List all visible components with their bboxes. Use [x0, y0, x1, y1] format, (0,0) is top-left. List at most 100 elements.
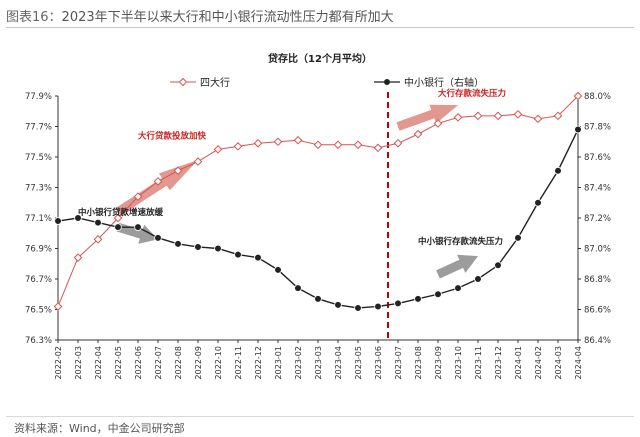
point-small-banks [494, 261, 502, 270]
x-tick-label: 2023-08 [414, 346, 423, 379]
point-small-banks [374, 302, 382, 311]
trend-arrow [396, 104, 458, 131]
text-layer: 贷存比（12个月平均） 四大行 中小银行（右轴） 大行贷款投放加快 大行存款流失压力中小… [78, 52, 506, 247]
x-tick-label: 2023-06 [374, 346, 383, 379]
point-big-banks [393, 138, 403, 148]
y-right-tick-label: 86.8% [584, 275, 611, 285]
x-tick-label: 2023-04 [334, 346, 343, 379]
figure-title-text: 2023年下半年以来大行和中小银行流动性压力都有所加大 [61, 10, 394, 25]
point-small-banks [354, 304, 362, 312]
point-small-banks [134, 223, 142, 231]
point-big-banks [213, 145, 223, 154]
trend-arrow [116, 222, 158, 244]
y-left-tick-label: 77.1% [25, 214, 52, 224]
bottom-rule [6, 416, 634, 417]
y-right-tick-label: 88.0% [584, 92, 611, 102]
trend-arrow [436, 254, 479, 279]
annotation-label: 大行贷款投放加快 [138, 131, 207, 142]
y-left-tick-label: 76.3% [25, 336, 52, 346]
point-big-banks [193, 157, 203, 166]
y-right-tick-label: 87.0% [584, 245, 611, 255]
point-big-banks [473, 111, 483, 121]
point-small-banks [534, 198, 542, 207]
point-big-banks [453, 113, 463, 122]
x-tick-label: 2023-12 [494, 346, 503, 379]
x-tick-label: 2023-11 [474, 346, 483, 379]
x-tick-label: 2022-12 [254, 346, 263, 379]
x-tick-label: 2023-10 [454, 346, 463, 379]
point-big-banks [113, 213, 123, 223]
y-right-tick-label: 87.4% [584, 184, 611, 194]
top-rule [6, 27, 634, 28]
point-small-banks [334, 301, 342, 309]
point-small-banks [214, 244, 222, 253]
y-right-tick-label: 86.4% [584, 336, 611, 346]
legend-marker-small-banks [384, 79, 390, 85]
point-big-banks [173, 166, 183, 176]
point-small-banks [234, 250, 242, 259]
x-tick-label: 2023-01 [274, 346, 283, 379]
point-big-banks [53, 302, 63, 311]
point-big-banks [513, 109, 523, 119]
point-big-banks [313, 140, 323, 150]
point-big-banks [273, 137, 283, 147]
legend-label-big-banks: 四大行 [200, 76, 230, 89]
point-small-banks [414, 295, 422, 303]
series-layer [53, 91, 583, 312]
legend-label-small-banks: 中小银行（右轴） [404, 76, 484, 89]
source-note: 资料来源：Wind，中金公司研究部 [14, 422, 185, 435]
axes-layer: 76.3% 76.5% 76.7% 76.9% 77.1% 77.3% 77.5% 77.7%… [25, 92, 611, 379]
point-small-banks [54, 217, 62, 225]
point-small-banks [194, 243, 202, 251]
y-left-tick-label: 76.5% [25, 306, 52, 316]
point-small-banks [554, 166, 562, 175]
point-big-banks [373, 143, 383, 153]
point-big-banks [433, 119, 443, 128]
y-right-tick-label: 86.6% [584, 306, 611, 316]
point-big-banks [73, 253, 83, 262]
point-small-banks [314, 295, 322, 303]
x-tick-label: 2022-05 [114, 346, 123, 379]
annotation-label: 中小银行贷款增速放缓 [78, 207, 164, 218]
x-tick-label: 2024-04 [574, 346, 583, 379]
x-tick-label: 2022-07 [154, 346, 163, 379]
x-tick-label: 2022-09 [194, 346, 203, 379]
series-line-small-banks [57, 129, 579, 309]
point-big-banks [233, 142, 243, 151]
x-tick-label: 2023-02 [294, 346, 303, 379]
x-tick-label: 2023-03 [314, 346, 323, 379]
y-left-tick-label: 76.9% [25, 245, 52, 255]
point-big-banks [293, 135, 303, 145]
point-small-banks [154, 234, 162, 242]
figure-title: 图表16：2023年下半年以来大行和中小银行流动性压力都有所加大 [6, 6, 394, 25]
x-tick-label: 2024-01 [514, 346, 523, 379]
x-tick-label: 2023-07 [394, 346, 403, 379]
x-tick-label: 2022-10 [214, 346, 223, 379]
y-right-tick-label: 87.6% [584, 153, 611, 163]
point-big-banks [353, 140, 363, 150]
y-left-tick-label: 76.7% [25, 275, 52, 285]
point-small-banks [394, 299, 402, 308]
point-small-banks [454, 284, 462, 292]
point-small-banks [174, 240, 182, 248]
point-big-banks [333, 140, 343, 150]
x-tick-label: 2024-02 [534, 346, 543, 379]
point-big-banks [413, 129, 423, 139]
point-small-banks [514, 234, 522, 242]
point-small-banks [74, 214, 82, 222]
y-left-tick-label: 77.5% [25, 153, 52, 163]
point-small-banks [274, 266, 282, 274]
annotation-label: 大行存款流失压力 [438, 88, 506, 99]
x-tick-label: 2022-06 [134, 346, 143, 379]
point-big-banks [93, 235, 103, 244]
point-small-banks [574, 125, 582, 134]
x-tick-label: 2023-05 [354, 346, 363, 379]
x-tick-label: 2024-03 [554, 346, 563, 379]
figure-label: 图表16： [6, 10, 62, 25]
point-small-banks [434, 290, 442, 299]
y-left-tick-label: 77.7% [25, 123, 52, 133]
x-tick-label: 2023-09 [434, 346, 443, 379]
x-tick-label: 2022-03 [74, 346, 83, 379]
y-right-tick-label: 87.8% [584, 123, 611, 133]
point-big-banks [573, 91, 583, 101]
